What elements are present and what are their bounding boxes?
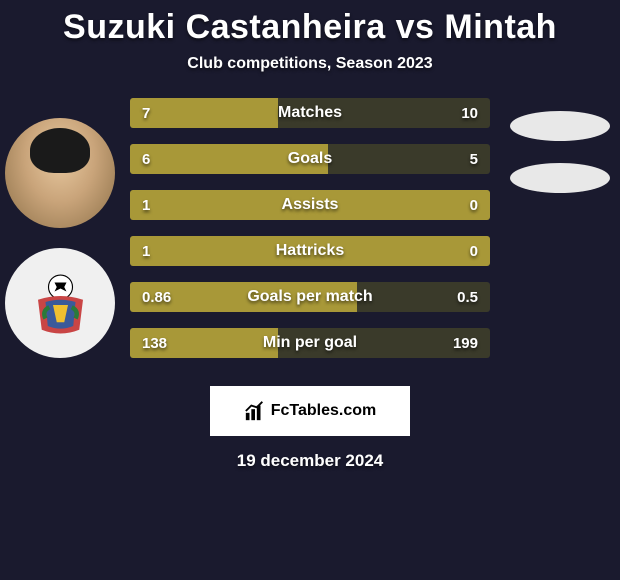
footer-brand-text: FcTables.com: [271, 402, 377, 420]
stat-label: Assists: [130, 196, 490, 214]
stat-row-hattricks: 1 Hattricks 0: [130, 236, 490, 266]
stat-row-goals: 6 Goals 5: [130, 144, 490, 174]
page-subtitle: Club competitions, Season 2023: [187, 55, 432, 73]
stat-value-right: 0: [470, 243, 478, 260]
stat-row-goals-per-match: 0.86 Goals per match 0.5: [130, 282, 490, 312]
stat-row-assists: 1 Assists 0: [130, 190, 490, 220]
stat-value-right: 10: [461, 105, 478, 122]
stat-value-right: 5: [470, 151, 478, 168]
stat-label: Goals per match: [130, 288, 490, 306]
stat-value-right: 199: [453, 335, 478, 352]
chart-icon: [244, 400, 266, 422]
oval-placeholder: [510, 111, 610, 141]
page-title: Suzuki Castanheira vs Mintah: [63, 8, 557, 47]
content-area: 7 Matches 10 6 Goals 5 1 Assists 0 1 Hat…: [0, 98, 620, 378]
stats-area: 7 Matches 10 6 Goals 5 1 Assists 0 1 Hat…: [120, 98, 500, 374]
comparison-container: Suzuki Castanheira vs Mintah Club compet…: [0, 0, 620, 580]
stat-row-min-per-goal: 138 Min per goal 199: [130, 328, 490, 358]
left-photos-column: [0, 98, 120, 378]
player-photo: [5, 118, 115, 228]
stat-value-right: 0.5: [457, 289, 478, 306]
crest-icon: [23, 266, 98, 341]
stat-label: Matches: [130, 104, 490, 122]
stat-label: Goals: [130, 150, 490, 168]
stat-value-right: 0: [470, 197, 478, 214]
footer-date: 19 december 2024: [237, 451, 384, 471]
oval-placeholder: [510, 163, 610, 193]
footer-brand-badge: FcTables.com: [210, 386, 410, 436]
right-ovals-column: [500, 98, 620, 215]
stat-row-matches: 7 Matches 10: [130, 98, 490, 128]
team-crest: [5, 248, 115, 358]
stat-label: Min per goal: [130, 334, 490, 352]
stat-label: Hattricks: [130, 242, 490, 260]
